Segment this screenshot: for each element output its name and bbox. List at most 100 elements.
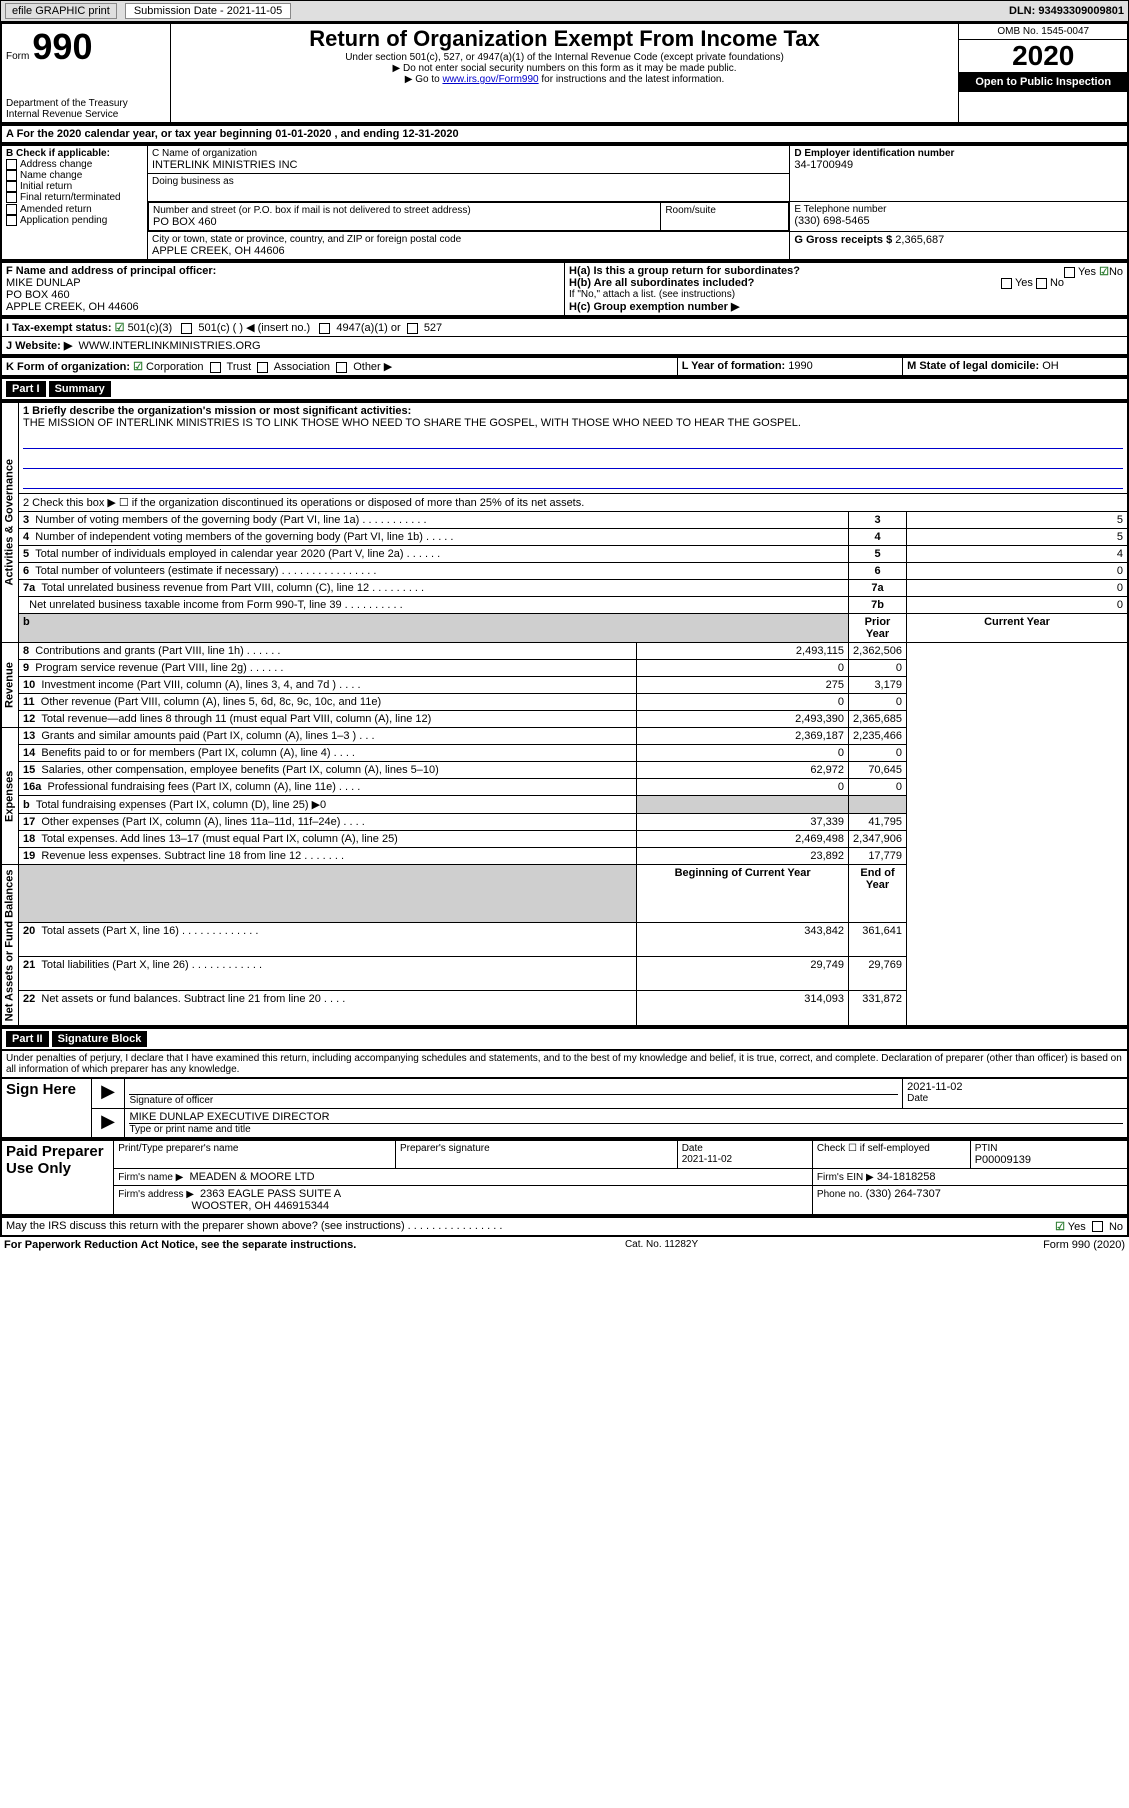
signer-name: MIKE DUNLAP EXECUTIVE DIRECTOR — [129, 1111, 1123, 1124]
preparer-block: Paid Preparer Use Only Print/Type prepar… — [0, 1139, 1129, 1216]
na-row: 20 Total assets (Part X, line 16) . . . … — [1, 923, 1128, 957]
exp-row: b Total fundraising expenses (Part IX, c… — [1, 796, 1128, 814]
hb-yes[interactable] — [1001, 278, 1012, 289]
py-header: Prior Year — [865, 616, 891, 640]
name-label: Type or print name and title — [129, 1124, 1123, 1135]
initial-checkbox[interactable] — [6, 181, 17, 192]
tax-year: 2020 — [959, 40, 1127, 72]
e-label: E Telephone number — [794, 204, 1123, 215]
name-change-checkbox[interactable] — [6, 170, 17, 181]
sign-here: Sign Here — [1, 1078, 91, 1138]
form-word: Form — [6, 51, 29, 62]
d-label: D Employer identification number — [794, 148, 954, 159]
c-label: C Name of organization — [152, 148, 785, 159]
final-checkbox[interactable] — [6, 192, 17, 203]
rev-row: 11 Other revenue (Part VIII, column (A),… — [1, 694, 1128, 711]
rev-row: 9 Program service revenue (Part VIII, li… — [1, 660, 1128, 677]
revenue-label: Revenue — [1, 643, 19, 728]
street: PO BOX 460 — [153, 216, 656, 228]
efile-button[interactable]: efile GRAPHIC print — [5, 3, 117, 19]
part-ii-label: Part II — [6, 1031, 49, 1047]
officer-addr1: PO BOX 460 — [6, 289, 70, 301]
rev-row: 10 Investment income (Part VIII, column … — [1, 677, 1128, 694]
hc-label: H(c) Group exemption number ▶ — [569, 301, 739, 313]
penalty-text: Under penalties of perjury, I declare th… — [0, 1051, 1129, 1077]
officer-addr2: APPLE CREEK, OH 44606 — [6, 301, 139, 313]
hb-no[interactable] — [1036, 278, 1047, 289]
psig-label: Preparer's signature — [400, 1143, 673, 1154]
eoy-header: End of Year — [860, 867, 894, 891]
exp-row: 14 Benefits paid to or for members (Part… — [1, 745, 1128, 762]
amended-checkbox[interactable] — [6, 204, 17, 215]
dln: DLN: 93493309009801 — [1009, 5, 1124, 17]
sign-block: Sign Here ▶ Signature of officer 2021-11… — [0, 1077, 1129, 1139]
addr-label: Firm's address ▶ — [118, 1189, 194, 1200]
sig-label: Signature of officer — [129, 1095, 898, 1106]
discuss-no[interactable] — [1092, 1221, 1103, 1232]
firm-name: MEADEN & MOORE LTD — [189, 1171, 314, 1183]
form-number: 990 — [32, 26, 92, 67]
line-i: I Tax-exempt status: ☑ 501(c)(3) 501(c) … — [1, 318, 1128, 337]
4947-checkbox[interactable] — [319, 323, 330, 334]
under-section: Under section 501(c), 527, or 4947(a)(1)… — [175, 52, 955, 63]
ha-no-checked: ☑ — [1099, 266, 1109, 278]
dba-label: Doing business as — [152, 176, 785, 187]
501c3-checked: ☑ — [115, 322, 125, 334]
assoc-checkbox[interactable] — [257, 362, 268, 373]
h-ifno: If "No," attach a list. (see instruction… — [569, 289, 1123, 300]
officer-name: MIKE DUNLAP — [6, 277, 81, 289]
ein: 34-1700949 — [794, 159, 1123, 171]
g-label: G Gross receipts $ — [794, 234, 892, 246]
form-header: Form 990 Department of the Treasury Inte… — [0, 22, 1129, 124]
corp-checked: ☑ — [133, 361, 143, 373]
part-i-title: Summary — [49, 381, 111, 397]
irs-link[interactable]: www.irs.gov/Form990 — [442, 74, 538, 85]
501c-checkbox[interactable] — [181, 323, 192, 334]
b-label: B Check if applicable: — [6, 148, 110, 159]
firm-addr1: 2363 EAGLE PASS SUITE A — [200, 1188, 341, 1200]
discuss-line: May the IRS discuss this return with the… — [1, 1217, 1128, 1236]
gov-row: Net unrelated business taxable income fr… — [1, 597, 1128, 614]
line-a: A For the 2020 calendar year, or tax yea… — [1, 125, 1128, 143]
ptin-label: PTIN — [975, 1143, 1123, 1154]
ha-yes[interactable] — [1064, 267, 1075, 278]
form-footer: Form 990 (2020) — [903, 1237, 1129, 1253]
top-bar: efile GRAPHIC print Submission Date - 20… — [0, 0, 1129, 22]
sign-date: 2021-11-02 — [907, 1081, 1123, 1093]
expenses-label: Expenses — [1, 728, 19, 865]
addr-change-checkbox[interactable] — [6, 159, 17, 170]
gross-receipts: 2,365,687 — [895, 234, 944, 246]
org-name: INTERLINK MINISTRIES INC — [152, 159, 785, 171]
bcy-header: Beginning of Current Year — [675, 867, 811, 879]
527-checkbox[interactable] — [407, 323, 418, 334]
omb-number: OMB No. 1545-0047 — [959, 24, 1127, 40]
exp-row: 15 Salaries, other compensation, employe… — [1, 762, 1128, 779]
exp-row: 19 Revenue less expenses. Subtract line … — [1, 848, 1128, 865]
line-k: K Form of organization: ☑ Corporation Tr… — [1, 357, 677, 376]
na-row: 22 Net assets or fund balances. Subtract… — [1, 991, 1128, 1026]
pname-label: Print/Type preparer's name — [118, 1143, 391, 1154]
trust-checkbox[interactable] — [210, 362, 221, 373]
public-inspection: Open to Public Inspection — [959, 72, 1127, 92]
form-title: Return of Organization Exempt From Incom… — [175, 26, 955, 52]
ssn-warning: ▶ Do not enter social security numbers o… — [175, 63, 955, 74]
self-employed: Check ☐ if self-employed — [812, 1140, 970, 1169]
pending-checkbox[interactable] — [6, 215, 17, 226]
cy-header: Current Year — [984, 616, 1050, 628]
pra-notice: For Paperwork Reduction Act Notice, see … — [4, 1239, 356, 1251]
rev-row: 12 Total revenue—add lines 8 through 11 … — [1, 711, 1128, 728]
na-row: 21 Total liabilities (Part X, line 26) .… — [1, 957, 1128, 991]
line-j: J Website: ▶ WWW.INTERLINKMINISTRIES.ORG — [1, 337, 1128, 356]
ein-label: Firm's EIN ▶ — [817, 1172, 874, 1183]
hb-label: H(b) Are all subordinates included? — [569, 277, 754, 289]
exp-row: 18 Total expenses. Add lines 13–17 (must… — [1, 831, 1128, 848]
gov-row: 6 Total number of volunteers (estimate i… — [1, 563, 1128, 580]
ha-label: H(a) Is this a group return for subordin… — [569, 265, 800, 277]
cat-no: Cat. No. 11282Y — [621, 1237, 903, 1253]
paid-preparer-label: Paid Preparer Use Only — [1, 1140, 114, 1215]
other-checkbox[interactable] — [336, 362, 347, 373]
city: APPLE CREEK, OH 44606 — [152, 245, 785, 257]
act-gov-label: Activities & Governance — [1, 402, 19, 643]
website: WWW.INTERLINKMINISTRIES.ORG — [78, 340, 260, 352]
city-label: City or town, state or province, country… — [152, 234, 785, 245]
